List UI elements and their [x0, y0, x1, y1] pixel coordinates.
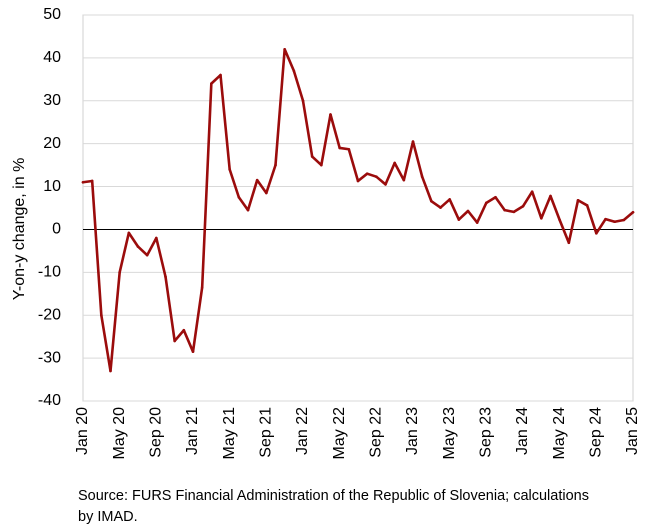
data-point	[521, 204, 525, 208]
data-point	[347, 147, 351, 151]
x-tick-label: Jan 24	[514, 407, 531, 455]
x-tick-label: May 22	[331, 407, 348, 460]
data-point	[439, 206, 442, 209]
data-point	[301, 99, 305, 103]
data-point	[402, 178, 406, 182]
data-point	[200, 286, 204, 289]
data-point	[576, 198, 580, 202]
data-point	[255, 178, 259, 182]
data-point	[283, 48, 286, 51]
data-point	[411, 140, 415, 143]
data-point	[503, 208, 506, 212]
data-point	[329, 113, 332, 116]
data-point	[191, 350, 195, 353]
y-tick-label: -20	[38, 306, 61, 323]
x-tick-label: May 23	[441, 407, 458, 460]
y-tick-label: 40	[43, 49, 61, 66]
data-point	[457, 218, 461, 221]
data-point	[393, 161, 396, 165]
line-chart: -40 -30 -20 -10 0 10 20 30 40 50 Jan 20 May 20 Sep …	[11, 6, 641, 460]
data-point	[530, 190, 534, 194]
data-point	[466, 209, 470, 213]
x-tick-label: Sep 20	[148, 407, 165, 458]
x-tick-label: May 21	[221, 407, 238, 460]
data-point	[310, 155, 314, 158]
y-tick-label: 50	[43, 6, 61, 23]
data-point	[613, 220, 616, 224]
data-point	[246, 208, 250, 212]
x-tick-label: Sep 22	[368, 407, 385, 458]
data-point	[136, 245, 140, 248]
series-line	[81, 48, 635, 373]
data-point	[274, 163, 277, 167]
x-tick-label: May 24	[551, 407, 568, 460]
data-point	[384, 183, 387, 186]
data-point	[365, 172, 369, 175]
data-point	[430, 199, 433, 203]
data-point	[109, 369, 112, 373]
y-tick-label: 20	[43, 135, 61, 152]
y-tick-label: -10	[38, 264, 61, 281]
data-point	[475, 221, 479, 224]
y-tick-labels: -40 -30 -20 -10 0 10 20 30 40 50	[38, 6, 61, 409]
data-point	[585, 204, 589, 207]
y-tick-label: -40	[38, 392, 61, 409]
data-point	[164, 275, 167, 278]
x-tick-labels: Jan 20 May 20 Sep 20 Jan 21 May 21 Sep 21 Jan …	[74, 407, 641, 460]
x-tick-label: Sep 23	[478, 407, 495, 458]
data-point	[420, 175, 424, 178]
data-point	[549, 194, 552, 198]
data-point	[228, 168, 231, 171]
y-tick-label: -30	[38, 349, 61, 366]
x-tick-label: Jan 20	[74, 407, 91, 455]
data-point	[155, 236, 158, 240]
x-tick-label: Jan 22	[294, 407, 311, 455]
data-point	[622, 218, 626, 222]
data-point	[90, 179, 94, 183]
x-tick-label: Sep 24	[588, 407, 605, 458]
series-group	[81, 48, 635, 373]
data-point	[173, 339, 176, 343]
data-point	[338, 146, 341, 150]
data-point	[320, 163, 323, 167]
data-point	[127, 231, 131, 235]
source-note: Source: FURS Financial Administration of…	[78, 488, 589, 525]
data-point	[540, 216, 543, 220]
x-tick-label: Jan 23	[404, 407, 421, 455]
data-point	[292, 69, 296, 73]
data-point	[182, 328, 186, 332]
data-point	[485, 201, 488, 205]
x-tick-label: May 20	[111, 407, 128, 460]
data-point	[356, 179, 360, 183]
data-point	[118, 271, 121, 274]
data-point	[595, 232, 598, 235]
gridlines	[82, 14, 634, 402]
data-point	[265, 191, 268, 195]
plot-frame	[82, 14, 634, 402]
x-tick-label: Jan 25	[624, 407, 641, 455]
data-point	[210, 82, 213, 85]
data-point	[494, 195, 497, 199]
y-tick-label: 0	[52, 221, 61, 238]
data-point	[558, 218, 561, 222]
data-point	[448, 198, 451, 201]
data-point	[631, 210, 635, 214]
data-point	[145, 253, 149, 257]
data-point	[604, 217, 607, 221]
y-tick-label: 10	[43, 178, 61, 195]
data-point	[375, 175, 378, 178]
y-tick-label: 30	[43, 92, 61, 109]
data-point	[219, 73, 222, 77]
y-axis-label: Y-on-y change, in %	[11, 158, 28, 301]
data-point	[237, 195, 241, 199]
data-point	[81, 180, 85, 184]
x-tick-label: Jan 21	[184, 407, 201, 455]
data-point	[100, 313, 103, 317]
data-point	[512, 210, 516, 214]
x-tick-label: Sep 21	[258, 407, 275, 458]
data-point	[567, 241, 571, 245]
